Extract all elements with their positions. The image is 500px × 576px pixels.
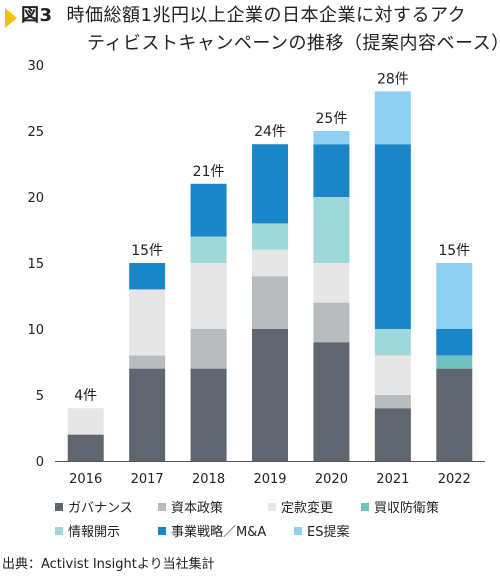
bar-segment	[190, 368, 227, 461]
legend-label: 定款変更	[281, 501, 334, 516]
bar-segment	[252, 223, 288, 250]
legend-label: 事業戦略／M&A	[171, 525, 267, 540]
title-marker-icon	[5, 8, 17, 28]
legend-swatch-icon	[158, 527, 166, 535]
bar-segment	[190, 236, 227, 263]
x-tick-label: 2019	[253, 472, 286, 487]
total-data-label: 15件	[438, 243, 470, 259]
bar-segment	[190, 329, 227, 369]
bar-segment	[374, 329, 411, 356]
bar-segment	[252, 144, 288, 224]
legend-label: ES提案	[307, 525, 350, 540]
bar-segment	[129, 289, 166, 356]
y-tick-label: 15	[27, 257, 44, 272]
source-note: 出典：Activist Insightより当社集計	[2, 557, 215, 572]
y-tick-label: 25	[27, 125, 44, 140]
legend-row-2: 情報開示 事業戦略／M&A ES提案	[55, 521, 495, 545]
bar-segment	[374, 395, 411, 409]
bar-segment	[436, 329, 473, 356]
bar-segment	[374, 144, 411, 329]
total-data-label: 25件	[316, 111, 348, 127]
title-line-2: ティビストキャンペーンの推移（提案内容ベース）	[87, 33, 500, 54]
bar-segment	[313, 197, 350, 263]
bar-segment	[313, 302, 350, 343]
legend-swatch-icon	[294, 527, 302, 535]
bar-segment	[436, 355, 473, 369]
x-tick-label: 2017	[131, 472, 164, 487]
bar-segment	[252, 249, 288, 277]
bar-segment	[252, 276, 288, 329]
bar-segment	[190, 263, 227, 329]
bar-segment	[129, 368, 166, 461]
legend-swatch-icon	[55, 503, 63, 511]
y-tick-label: 20	[27, 191, 44, 206]
total-data-label: 4件	[74, 388, 97, 404]
legend-item: 情報開示	[55, 521, 120, 540]
bar-segment	[436, 368, 473, 461]
legend-item: ガバナンス	[55, 497, 133, 516]
legend-item: 事業戦略／M&A	[158, 521, 266, 540]
total-data-label: 28件	[377, 71, 409, 87]
legend-label: 情報開示	[68, 525, 121, 540]
title-line-1: 図3 時価総額1兆円以上企業の日本企業に対するアク	[21, 3, 466, 29]
legend: ガバナンス 資本政策 定款変更 買収防衛策 情報開示 事業戦略／M&A ES提案	[55, 497, 495, 545]
legend-swatch-icon	[55, 527, 63, 535]
y-tick-label: 30	[27, 59, 44, 74]
x-axis: 2016 2017 2018 2019 2020 2021 2022	[55, 461, 485, 487]
bar-segment	[190, 183, 227, 237]
total-labels: 4件 15件 21件 24件 25件 28件 15件	[74, 71, 470, 404]
bar-segment	[374, 408, 411, 461]
y-tick-label: 5	[36, 389, 44, 404]
legend-swatch-icon	[268, 503, 276, 511]
legend-label: 資本政策	[171, 501, 224, 516]
total-data-label: 21件	[193, 164, 225, 180]
bar-stacks	[67, 91, 473, 461]
total-data-label: 15件	[131, 243, 163, 259]
legend-label: 買収防衛策	[374, 501, 440, 516]
bar-segment	[313, 144, 350, 197]
title-text-1: 時価総額1兆円以上企業の日本企業に対するアク	[66, 5, 467, 26]
legend-item: ES提案	[294, 521, 349, 540]
bar-segment	[67, 408, 104, 435]
bar-segment	[374, 355, 411, 395]
bar-segment	[129, 355, 166, 369]
total-data-label: 24件	[254, 124, 286, 140]
chart-title: 図3 時価総額1兆円以上企業の日本企業に対するアク ティビストキャンペーンの推移（…	[0, 0, 500, 60]
x-tick-label: 2021	[376, 472, 409, 487]
bar-segment	[129, 263, 166, 290]
legend-swatch-icon	[361, 503, 369, 511]
x-tick-label: 2018	[192, 472, 225, 487]
bar-segment	[313, 342, 350, 461]
bar-segment	[313, 263, 350, 303]
legend-row-1: ガバナンス 資本政策 定款変更 買収防衛策	[55, 497, 495, 521]
y-axis: 0 5 10 15 20 25 30	[27, 59, 44, 470]
y-tick-label: 10	[27, 323, 44, 338]
legend-item: 資本政策	[158, 497, 223, 516]
bar-segment	[313, 131, 350, 145]
bar-segment	[252, 329, 288, 461]
x-tick-label: 2016	[69, 472, 102, 487]
legend-swatch-icon	[158, 503, 166, 511]
bar-segment	[436, 263, 473, 329]
x-tick-label: 2020	[315, 472, 348, 487]
y-tick-label: 0	[36, 455, 44, 470]
x-tick-label: 2022	[438, 472, 471, 487]
figure-label: 図3	[21, 5, 53, 26]
legend-item: 定款変更	[268, 497, 333, 516]
legend-item: 買収防衛策	[361, 497, 439, 516]
bar-segment	[67, 434, 104, 461]
legend-label: ガバナンス	[68, 501, 133, 516]
bar-segment	[374, 91, 411, 145]
